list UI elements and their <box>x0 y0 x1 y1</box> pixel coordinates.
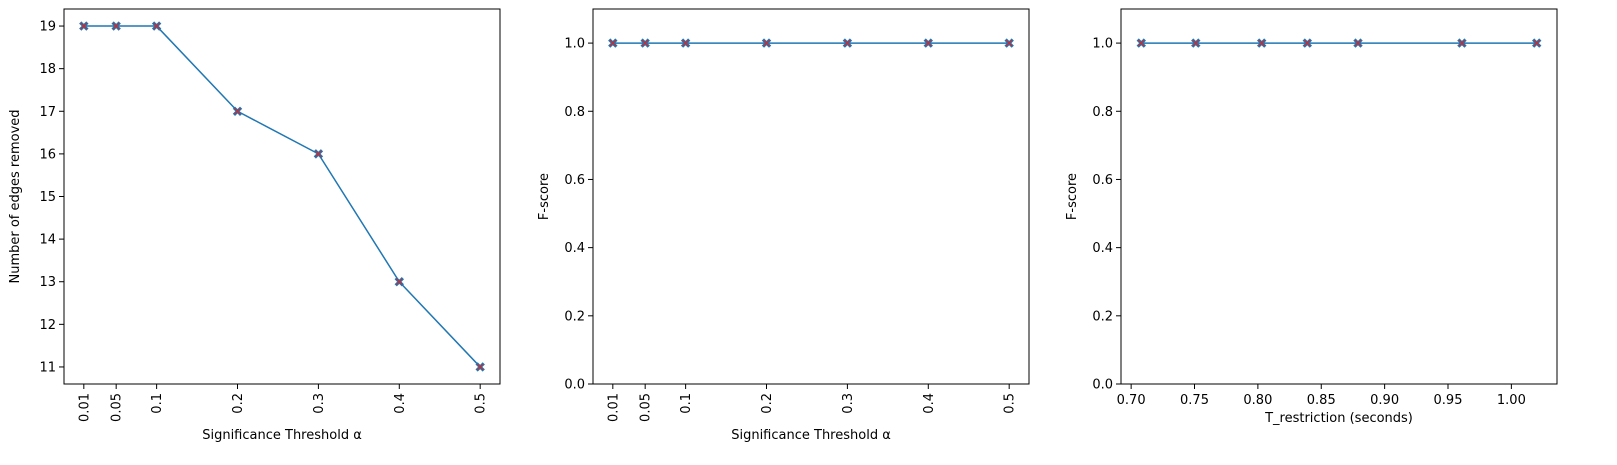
y-axis-label: F-score <box>537 173 552 220</box>
y-tick-label: 0.8 <box>1092 105 1113 120</box>
x-tick-label: 0.5 <box>1003 393 1018 414</box>
y-tick-label: 16 <box>39 147 56 162</box>
x-tick-label: 0.01 <box>77 393 92 422</box>
data-point-marker <box>394 277 404 287</box>
x-axis-label: Significance Threshold α <box>202 428 362 443</box>
x-tick-label: 0.3 <box>312 393 327 414</box>
x-tick-label: 0.01 <box>606 393 621 422</box>
y-tick-label: 18 <box>39 62 56 77</box>
y-axis-label: Number of edges removed <box>8 109 23 283</box>
y-tick-label: 0.4 <box>1092 241 1113 256</box>
y-tick-label: 11 <box>39 360 56 375</box>
x-axis-label: Significance Threshold α <box>731 428 891 443</box>
data-point-marker <box>1457 38 1467 48</box>
y-tick-label: 15 <box>39 190 56 205</box>
x-tick-label: 0.75 <box>1180 393 1209 408</box>
data-point-marker <box>475 362 485 372</box>
plot-area-frame <box>592 8 1030 385</box>
x-tick-label: 0.05 <box>110 393 125 422</box>
x-tick-label: 0.90 <box>1370 393 1399 408</box>
plot-area-frame <box>63 8 501 385</box>
data-point-marker <box>232 106 243 116</box>
data-point-marker <box>1302 38 1313 48</box>
series-line <box>83 25 481 368</box>
data-point-marker <box>640 38 650 48</box>
y-tick-label: 0.2 <box>1092 309 1113 324</box>
data-point-marker <box>111 21 121 31</box>
x-tick-label: 0.1 <box>679 393 694 414</box>
y-tick-label: 1.0 <box>1092 37 1113 52</box>
y-tick-label: 0.6 <box>564 173 585 188</box>
y-tick-label: 0.8 <box>564 105 585 120</box>
x-tick-label: 0.5 <box>474 393 489 414</box>
chart-panel-2: 0.01 0.05 0.1 0.2 0.3 0.4 0.5 0.0 0.2 0.4 0.6 0.8 1.… <box>537 8 1030 443</box>
data-point-marker <box>842 38 853 48</box>
data-point-marker <box>1004 38 1014 48</box>
y-tick-label: 19 <box>39 20 56 35</box>
y-tick-label: 0.4 <box>564 241 585 256</box>
data-point-marker <box>313 149 324 159</box>
x-tick-label: 0.95 <box>1434 393 1463 408</box>
x-tick-label: 0.1 <box>150 393 165 414</box>
y-tick-label: 17 <box>39 105 56 120</box>
x-axis-label: T_restriction (seconds) <box>1264 411 1413 426</box>
data-point-marker <box>761 38 772 48</box>
y-tick-label: 0.2 <box>564 309 585 324</box>
x-tick-label: 0.3 <box>841 393 856 414</box>
data-point-marker <box>680 38 691 48</box>
data-point-marker <box>1532 38 1542 48</box>
x-tick-label: 0.4 <box>922 393 937 414</box>
chart-panel-3: 0.70 0.75 0.80 0.85 0.90 0.95 1.00 0.0 0.2 0.4 0.6… <box>1065 8 1558 426</box>
data-point-marker <box>1353 38 1363 48</box>
x-tick-label: 0.05 <box>639 393 654 422</box>
x-tick-label: 0.70 <box>1117 393 1146 408</box>
y-tick-label: 12 <box>39 318 56 333</box>
data-point-marker <box>1191 38 1201 48</box>
x-tick-label: 0.4 <box>393 393 408 414</box>
data-point-marker <box>923 38 933 48</box>
data-point-marker <box>151 21 162 31</box>
x-tick-label: 1.00 <box>1497 393 1526 408</box>
chart-panel-1: 0.01 0.05 0.1 0.2 0.3 0.4 0.5 11 12 13 14 15 16 17 18 1… <box>8 8 501 443</box>
x-tick-label: 0.85 <box>1307 393 1336 408</box>
x-tick-label: 0.2 <box>760 393 775 414</box>
y-tick-label: 0.6 <box>1092 173 1113 188</box>
x-tick-label: 0.80 <box>1243 393 1272 408</box>
y-tick-label: 0.0 <box>564 378 585 393</box>
y-axis-label: F-score <box>1065 173 1080 220</box>
x-tick-label: 0.2 <box>231 393 246 414</box>
plot-area-frame <box>1120 8 1558 385</box>
data-point-marker <box>79 21 89 31</box>
y-tick-label: 13 <box>39 275 56 290</box>
y-tick-label: 0.0 <box>1092 378 1113 393</box>
data-point-marker <box>1256 38 1267 48</box>
data-point-marker <box>1136 38 1146 48</box>
data-point-marker <box>608 38 618 48</box>
y-tick-label: 14 <box>39 233 56 248</box>
y-tick-label: 1.0 <box>564 37 585 52</box>
